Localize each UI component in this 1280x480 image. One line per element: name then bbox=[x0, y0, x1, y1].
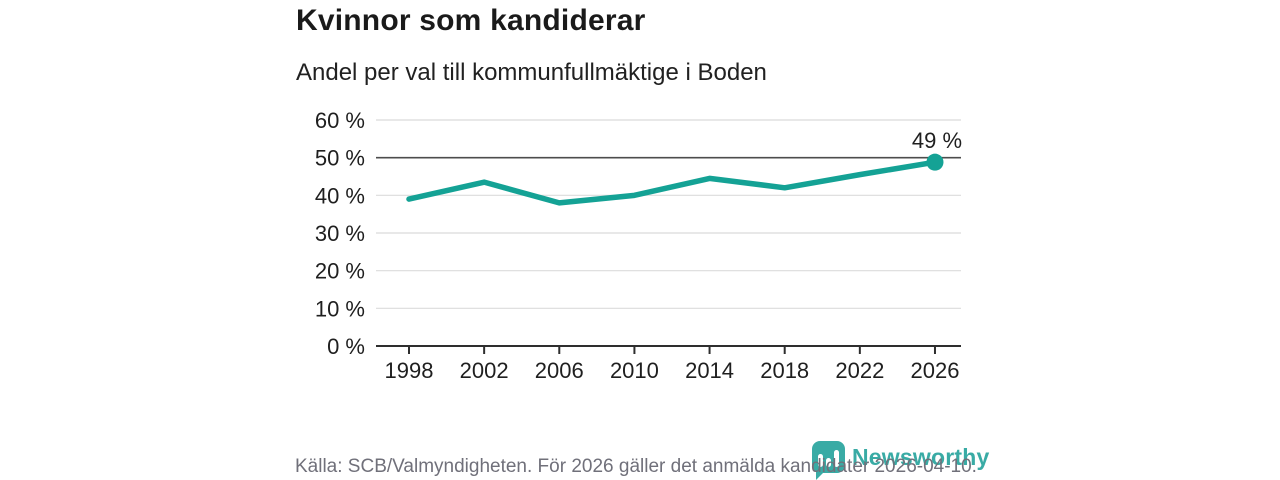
svg-text:10 %: 10 % bbox=[315, 296, 365, 321]
source-note: Källa: SCB/Valmyndigheten. För 2026 gäll… bbox=[295, 456, 977, 477]
svg-text:49 %: 49 % bbox=[912, 128, 962, 153]
svg-text:2010: 2010 bbox=[610, 358, 659, 383]
svg-text:30 %: 30 % bbox=[315, 221, 365, 246]
svg-text:2026: 2026 bbox=[911, 358, 960, 383]
svg-text:60 %: 60 % bbox=[315, 108, 365, 133]
newsworthy-bubble-chart-icon bbox=[812, 441, 845, 480]
svg-text:2014: 2014 bbox=[685, 358, 734, 383]
svg-text:1998: 1998 bbox=[385, 358, 434, 383]
newsworthy-logo-text: Newsworthy bbox=[852, 443, 990, 470]
svg-text:2018: 2018 bbox=[760, 358, 809, 383]
svg-text:2006: 2006 bbox=[535, 358, 584, 383]
svg-text:50 %: 50 % bbox=[315, 146, 365, 171]
bar-glyph bbox=[826, 458, 831, 467]
chart-subtitle: Andel per val till kommunfullmäktige i B… bbox=[296, 59, 767, 86]
bar-glyph bbox=[818, 454, 823, 467]
svg-text:2022: 2022 bbox=[835, 358, 884, 383]
bar-glyph bbox=[834, 450, 839, 467]
svg-text:20 %: 20 % bbox=[315, 259, 365, 284]
svg-text:40 %: 40 % bbox=[315, 183, 365, 208]
svg-text:0 %: 0 % bbox=[327, 334, 365, 359]
newsworthy-logo[interactable]: Newsworthy bbox=[812, 441, 990, 480]
svg-text:2002: 2002 bbox=[460, 358, 509, 383]
chart-title: Kvinnor som kandiderar bbox=[296, 4, 646, 37]
